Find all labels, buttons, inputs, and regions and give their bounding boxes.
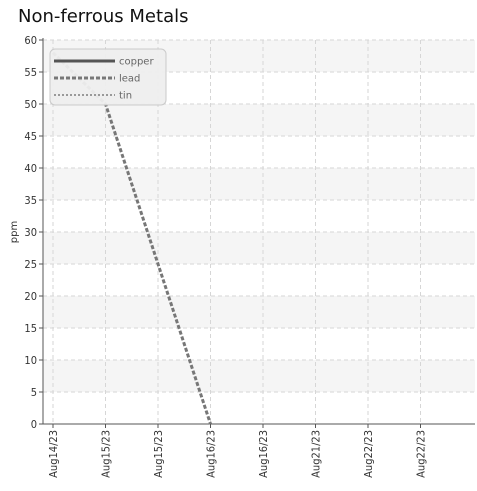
y-axis-ticks: 0 5 10 15 20 25 30 35 40 45 50 55 60	[24, 34, 43, 431]
legend-label-tin: tin	[119, 91, 132, 102]
y-tick-label: 35	[24, 194, 37, 207]
y-tick-label: 55	[24, 66, 37, 79]
y-tick-label: 60	[24, 34, 37, 47]
legend-label-copper: copper	[119, 57, 154, 68]
plot-band	[43, 104, 475, 136]
plot-band	[43, 168, 475, 200]
y-tick-label: 10	[24, 354, 37, 367]
plot-band	[43, 232, 475, 264]
plot-band	[43, 296, 475, 328]
y-tick-label: 20	[24, 290, 37, 303]
y-tick-label: 40	[24, 162, 37, 175]
x-tick-label: Aug21/23	[310, 430, 323, 478]
y-tick-label: 5	[31, 386, 37, 399]
y-tick-label: 30	[24, 226, 37, 239]
y-tick-label: 45	[24, 130, 37, 143]
legend-label-lead: lead	[119, 74, 140, 85]
x-tick-label: Aug15/23	[100, 430, 113, 478]
x-tick-label: Aug15/23	[152, 430, 165, 478]
y-tick-label: 0	[31, 418, 37, 431]
x-tick-label: Aug16/23	[257, 430, 270, 478]
y-tick-label: 25	[24, 258, 37, 271]
x-axis-ticks: Aug14/23 Aug15/23 Aug15/23 Aug16/23 Aug16/23…	[47, 424, 428, 478]
y-tick-label: 50	[24, 98, 37, 111]
y-tick-label: 15	[24, 322, 37, 335]
x-tick-label: Aug14/23	[47, 430, 60, 478]
x-tick-label: Aug22/23	[362, 430, 375, 478]
x-tick-label: Aug16/23	[205, 430, 218, 478]
legend: copper lead tin	[49, 48, 167, 106]
y-axis-label: ppm	[9, 221, 20, 243]
plot-band	[43, 360, 475, 392]
chart-title: Non-ferrous Metals	[18, 6, 189, 27]
x-tick-label: Aug22/23	[415, 430, 428, 478]
